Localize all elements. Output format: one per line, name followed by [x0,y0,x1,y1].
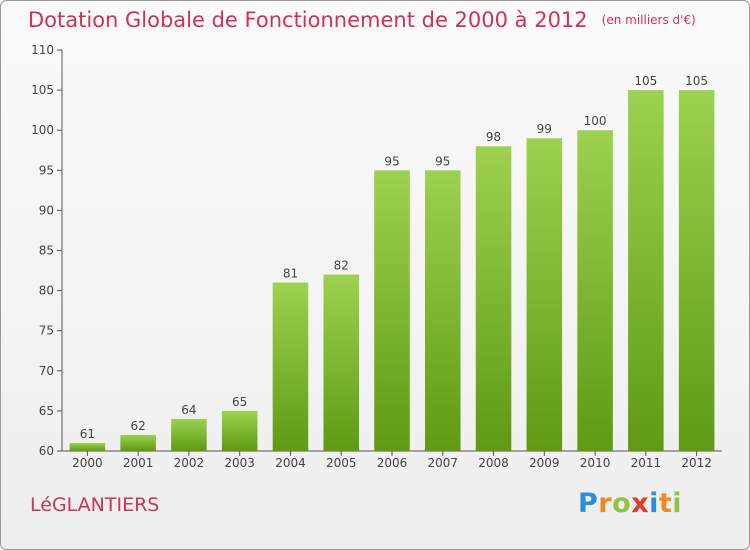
y-tick-label: 85 [39,244,54,258]
data-label-2003: 65 [232,395,247,409]
logo-letter: i [672,488,683,519]
x-tick-label-2001: 2001 [123,456,154,470]
data-label-2004: 81 [283,267,298,281]
x-tick-label-2000: 2000 [72,456,103,470]
data-label-2007: 95 [435,154,450,168]
y-tick-label: 110 [31,43,54,57]
data-label-2010: 100 [584,114,607,128]
bar-2009 [526,138,563,451]
bar-2011 [628,90,664,451]
x-ticks: 2000 2001 2002 2003 2004 2005 2006 2007 2008 2009… [72,451,712,470]
y-tick-label: 105 [31,83,54,97]
x-tick-label-2005: 2005 [326,456,357,470]
data-label-2009: 99 [537,122,552,136]
x-tick-label-2010: 2010 [580,456,611,470]
x-tick-label-2002: 2002 [174,456,205,470]
logo-letter: x [631,488,650,519]
logo-letter: P [578,488,599,519]
x-tick-label-2003: 2003 [224,456,255,470]
bar-2000 [69,442,106,451]
x-tick-label-2006: 2006 [377,456,408,470]
logo-letter: i [649,488,659,519]
y-ticks: 60 65 70 75 80 85 90 95 100 105 110 [31,43,62,458]
data-label-2005: 82 [334,259,349,273]
logo-letter: o [612,488,632,519]
data-label-2000: 61 [80,427,95,441]
data-label-2008: 98 [486,130,501,144]
bar-2012 [678,90,715,451]
x-tick-label-2004: 2004 [275,456,306,470]
y-tick-label: 60 [39,444,54,458]
bar-2002 [171,418,207,451]
y-tick-label: 65 [39,404,54,418]
y-tick-label: 75 [39,324,54,338]
data-label-2002: 64 [181,403,196,417]
x-tick-label-2009: 2009 [529,456,560,470]
logo-letter: t [658,488,673,519]
data-label-2006: 95 [384,154,399,168]
x-tick-label-2008: 2008 [478,456,509,470]
y-tick-label: 95 [39,163,54,177]
bar-2007 [425,170,461,452]
chart-title: Dotation Globale de Fonctionnement de 20… [28,8,696,32]
bar-2001 [120,434,156,451]
data-label-2001: 62 [131,419,146,433]
bars: 61 62 64 65 81 82 95 95 98 99 100 105 105 [69,74,715,452]
bar-2005 [323,274,359,451]
commune-name: LéGLANTIERS [30,494,160,516]
bar-2008 [475,146,512,452]
bar-2010 [577,130,613,451]
y-tick-label: 90 [39,203,54,217]
chart-title-text: Dotation Globale de Fonctionnement de 20… [28,8,588,32]
y-tick-label: 80 [39,284,54,298]
x-tick-label-2012: 2012 [681,456,712,470]
data-label-2012: 105 [685,74,708,88]
data-label-2011: 105 [634,74,657,88]
bar-2004 [272,282,309,451]
x-tick-label-2007: 2007 [427,456,458,470]
proxiti-logo: Proxiti [578,488,682,519]
x-tick-label-2011: 2011 [631,456,662,470]
logo-letter: r [598,488,613,519]
bar-2003 [221,410,258,451]
chart-unit: (en milliers d'€) [601,13,696,27]
y-tick-label: 70 [39,364,54,378]
y-tick-label: 100 [31,123,54,137]
bar-2006 [374,170,410,452]
